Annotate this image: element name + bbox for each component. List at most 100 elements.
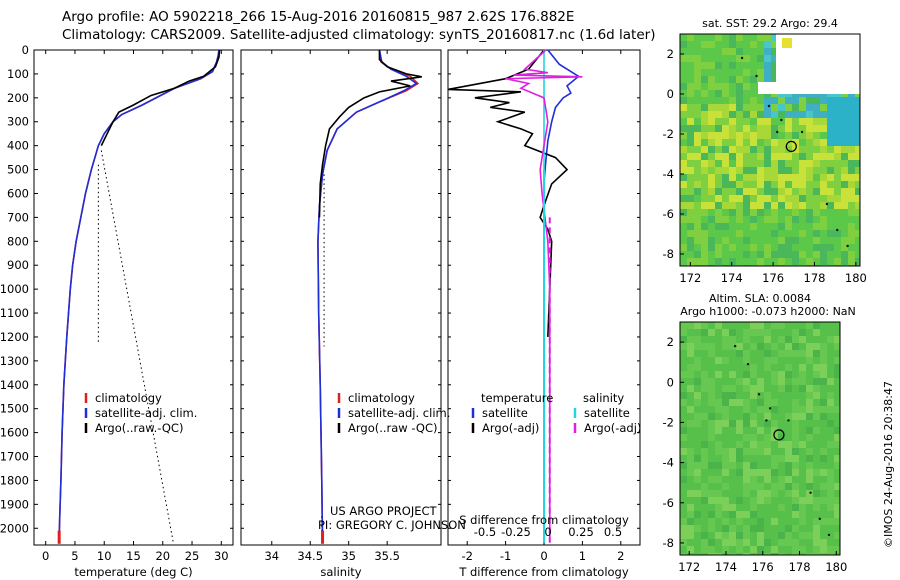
map-pixel <box>813 518 820 525</box>
map-pixel <box>729 336 736 343</box>
map-pixel <box>722 230 729 237</box>
map-pixel <box>806 441 813 448</box>
map-pixel <box>743 188 750 195</box>
map-pixel <box>827 343 834 350</box>
map-pixel <box>827 244 834 251</box>
map-pixel <box>729 343 736 350</box>
map-pixel <box>834 174 841 181</box>
map-pixel <box>701 448 708 455</box>
map-pixel <box>757 132 764 139</box>
map-pixel <box>785 118 792 125</box>
map-pixel <box>687 202 694 209</box>
map-pixel <box>736 48 743 55</box>
sla-map <box>679 321 848 556</box>
map-pixel <box>701 34 708 41</box>
map-pixel <box>736 357 743 364</box>
map-pixel <box>820 371 827 378</box>
map-pixel <box>680 41 687 48</box>
map-pixel <box>820 174 827 181</box>
map-pixel <box>750 139 757 146</box>
map-pixel <box>750 553 757 555</box>
map-pixel <box>729 69 736 76</box>
map-pixel <box>715 462 722 469</box>
map-pixel <box>687 118 694 125</box>
map-pixel <box>736 55 743 62</box>
map-pixel <box>694 413 701 420</box>
series-line <box>317 49 418 543</box>
map-pixel <box>694 181 701 188</box>
map-pixel <box>694 518 701 525</box>
map-pixel <box>743 209 750 216</box>
map-pixel <box>834 97 841 104</box>
map-pixel <box>778 378 785 385</box>
map-pixel <box>827 399 834 406</box>
map-pixel <box>855 160 860 167</box>
map-pixel <box>715 539 722 546</box>
map-pixel <box>806 174 813 181</box>
map-pixel <box>785 406 792 413</box>
map-pixel <box>799 160 806 167</box>
map-pixel <box>722 532 729 539</box>
map-pixel <box>785 553 792 555</box>
map-pixel <box>722 258 729 265</box>
map-pixel <box>757 455 764 462</box>
map-pixel <box>701 343 708 350</box>
map-pixel <box>799 469 806 476</box>
map-pixel <box>771 343 778 350</box>
map-pixel <box>701 364 708 371</box>
map-pixel <box>792 511 799 518</box>
map-pixel <box>729 223 736 230</box>
map-pixel <box>785 392 792 399</box>
map-pixel <box>771 125 778 132</box>
map-pixel <box>806 132 813 139</box>
map-pixel <box>743 336 750 343</box>
map-pixel <box>785 441 792 448</box>
map-pixel <box>750 76 757 83</box>
map-pixel <box>827 427 834 434</box>
map-pixel <box>792 160 799 167</box>
map-pixel <box>848 237 855 244</box>
map-pixel <box>778 490 785 497</box>
island-dot <box>757 393 761 396</box>
map-pixel <box>736 350 743 357</box>
map-pixel <box>806 350 813 357</box>
map-pixel <box>708 90 715 97</box>
map-pixel <box>708 329 715 336</box>
map-pixel <box>834 553 840 555</box>
map-pixel <box>701 223 708 230</box>
map-pixel <box>743 202 750 209</box>
map-pixel <box>680 62 687 69</box>
map-pixel <box>778 455 785 462</box>
map-pixel <box>757 329 764 336</box>
map-pixel <box>778 546 785 553</box>
map-pixel <box>736 385 743 392</box>
map-pixel <box>834 104 841 111</box>
map-pixel <box>841 237 848 244</box>
map-pixel <box>694 420 701 427</box>
map-pixel <box>680 553 687 555</box>
map-y-tick-label: -8 <box>663 536 674 550</box>
map-pixel <box>729 399 736 406</box>
map-pixel <box>827 111 834 118</box>
map-pixel <box>708 251 715 258</box>
map-pixel <box>827 525 834 532</box>
map-pixel <box>834 448 840 455</box>
map-pixel <box>680 511 687 518</box>
map-pixel <box>736 174 743 181</box>
map-pixel <box>694 350 701 357</box>
map-pixel <box>764 237 771 244</box>
map-pixel <box>687 322 694 329</box>
map-x-tick-label: 180 <box>845 271 867 285</box>
map-pixel <box>743 441 750 448</box>
map-pixel <box>827 385 834 392</box>
map-pixel <box>820 490 827 497</box>
map-pixel <box>722 237 729 244</box>
map-pixel <box>729 392 736 399</box>
map-pixel <box>694 69 701 76</box>
map-pixel <box>764 244 771 251</box>
map-pixel <box>680 322 687 329</box>
map-pixel <box>806 244 813 251</box>
map-pixel <box>687 132 694 139</box>
map-pixel <box>855 188 860 195</box>
map-pixel <box>750 364 757 371</box>
